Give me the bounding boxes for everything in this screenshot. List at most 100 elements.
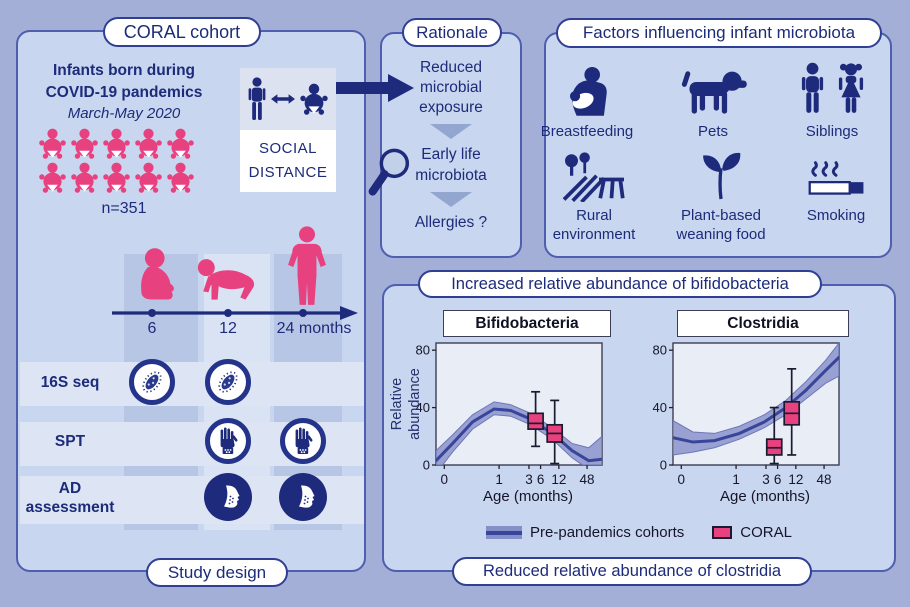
social-distance-icons xyxy=(240,68,336,130)
baby-icon xyxy=(102,162,130,193)
factors-panel-title: Factors influencing infant microbiota xyxy=(556,18,882,48)
baby-icon xyxy=(300,83,328,115)
factor-siblings: Siblings xyxy=(778,56,886,142)
baby-icon xyxy=(70,162,98,193)
svg-text:0: 0 xyxy=(678,472,686,487)
chart-title-clostridia: Clostridia xyxy=(677,310,849,337)
results-title-bottom: Reduced relative abundance of clostridia xyxy=(452,557,812,586)
svg-text:0: 0 xyxy=(441,472,449,487)
person-icon xyxy=(248,77,266,120)
svg-text:3: 3 xyxy=(525,472,533,487)
bacteria-icon xyxy=(205,359,251,405)
hand-icon xyxy=(205,418,251,464)
plant-icon xyxy=(703,152,741,200)
factor-plant: Plant-based weaning food xyxy=(660,146,782,245)
svg-text:6: 6 xyxy=(774,472,782,487)
social-text-line1: SOCIAL xyxy=(258,140,318,157)
x-axis-label: Age (months) xyxy=(482,488,574,505)
dog-icon xyxy=(681,71,747,114)
results-title-bottom-text: Reduced relative abundance of clostridia xyxy=(482,562,782,580)
results-title-top-text: Increased relative abundance of bifidoba… xyxy=(451,274,789,293)
baby-icon xyxy=(166,162,194,193)
legend-coral: CORAL xyxy=(712,524,792,541)
timeline-axis xyxy=(112,306,358,320)
coral-title-text: CORAL cohort xyxy=(123,21,241,42)
band-swatch-icon xyxy=(486,526,523,539)
chart-legend: Pre-pandemics cohorts CORAL xyxy=(382,524,896,541)
x-axis-label: Age (months) xyxy=(719,488,811,505)
down-triangle-icon xyxy=(430,191,472,207)
row-band-16s xyxy=(20,362,364,406)
factor-breastfeeding: Breastfeeding xyxy=(523,56,651,142)
plot-clostridia: 0 40 80 0 1 3 6 12 48 xyxy=(645,339,845,491)
baby-icon xyxy=(134,162,162,193)
svg-text:3: 3 xyxy=(762,472,770,487)
down-triangle-icon xyxy=(430,124,472,140)
social-distance-box: SOCIAL DISTANCE xyxy=(240,68,336,192)
factor-label: Pets xyxy=(697,123,728,140)
factor-smoking: Smoking xyxy=(786,146,886,226)
rationale-panel-title: Rationale xyxy=(402,18,502,47)
legend-pre-pandemics: Pre-pandemics cohorts xyxy=(486,524,684,541)
timeline-tick-6: 6 xyxy=(147,320,157,337)
svg-text:48: 48 xyxy=(580,472,595,487)
timeline-tick-24: 24 months xyxy=(276,320,352,337)
boy-icon xyxy=(801,62,823,113)
factor-label: Siblings xyxy=(805,123,859,140)
rationale-step-2: Early life microbiota xyxy=(415,146,487,184)
rationale-steps: Reduced microbial exposure Early life mi… xyxy=(380,58,522,233)
heading-line2: COVID-19 pandemics xyxy=(45,83,203,101)
face-eczema-icon xyxy=(279,473,327,521)
assessment-label-16s: 16S seq xyxy=(40,374,100,391)
baby-icon xyxy=(38,128,66,159)
coral-panel-title: CORAL cohort xyxy=(103,17,261,47)
bacteria-icon xyxy=(129,359,175,405)
face-eczema-icon xyxy=(204,473,252,521)
svg-text:48: 48 xyxy=(817,472,832,487)
svg-text:12: 12 xyxy=(788,472,803,487)
baby-icon xyxy=(102,128,130,159)
svg-text:0: 0 xyxy=(423,458,430,473)
double-arrow-icon xyxy=(271,94,295,104)
baby-icon xyxy=(70,128,98,159)
rationale-step-3: Allergies ? xyxy=(414,213,488,231)
cigarette-icon xyxy=(808,161,864,195)
box-swatch-icon xyxy=(712,526,733,539)
hand-icon xyxy=(280,418,326,464)
heading-line3: March-May 2020 xyxy=(67,105,181,123)
rural-environment-icon xyxy=(562,152,625,202)
standing-toddler-icon xyxy=(288,226,326,305)
legend-label: CORAL xyxy=(740,524,792,541)
cohort-baby-grid xyxy=(36,128,196,193)
factor-pets: Pets xyxy=(658,56,768,142)
factor-label: Rural environment xyxy=(552,207,636,243)
factor-label: Breastfeeding xyxy=(540,123,634,140)
baby-icon xyxy=(134,128,162,159)
svg-text:12: 12 xyxy=(551,472,566,487)
girl-icon xyxy=(838,63,863,113)
cohort-heading: Infants born during COVID-19 pandemics M… xyxy=(28,60,220,124)
legend-label: Pre-pandemics cohorts xyxy=(530,524,685,541)
assessment-label-spt: SPT xyxy=(54,433,86,450)
crawling-baby-icon xyxy=(197,259,255,300)
assessment-label-ad: AD assessment xyxy=(25,480,115,516)
results-title-top: Increased relative abundance of bifidoba… xyxy=(418,270,822,298)
svg-text:1: 1 xyxy=(732,472,740,487)
baby-icon xyxy=(166,128,194,159)
factor-label: Smoking xyxy=(806,207,866,224)
svg-text:80: 80 xyxy=(653,343,667,358)
svg-text:1: 1 xyxy=(495,472,503,487)
svg-text:6: 6 xyxy=(537,472,545,487)
rationale-panel xyxy=(380,32,522,258)
study-design-pill: Study design xyxy=(146,558,288,587)
timeline-tick-12: 12 xyxy=(219,320,237,337)
y-axis-label: Relative abundance xyxy=(389,368,424,440)
social-distance-label: SOCIAL DISTANCE xyxy=(240,130,336,192)
magnifier-icon xyxy=(368,148,410,196)
svg-text:80: 80 xyxy=(416,343,430,358)
factors-title-text: Factors influencing infant microbiota xyxy=(582,23,856,42)
factor-label: Plant-based weaning food xyxy=(676,207,766,243)
heading-line1: Infants born during xyxy=(52,62,196,79)
study-design-text: Study design xyxy=(167,562,267,582)
